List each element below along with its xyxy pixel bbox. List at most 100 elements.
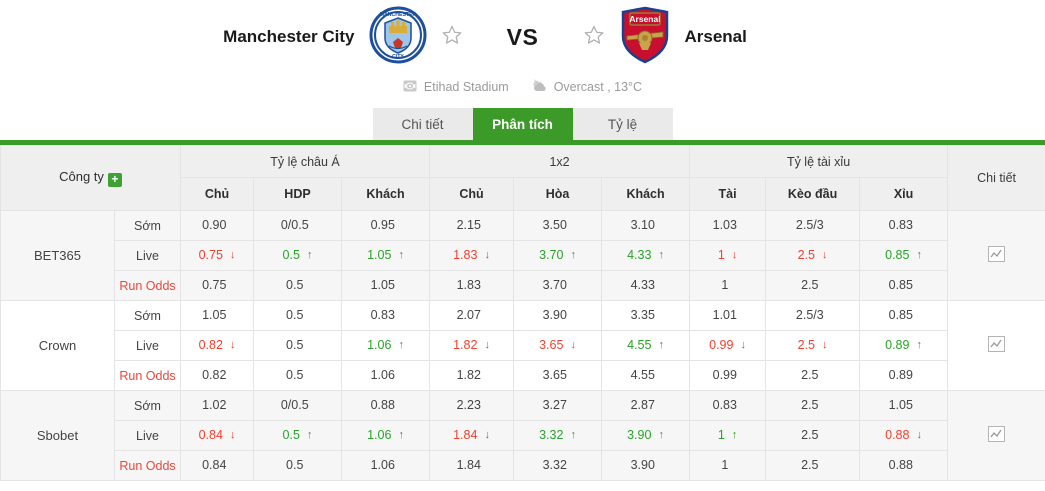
odds-cell[interactable]: 2.23↑ [429,390,515,421]
odds-cell[interactable]: 1.84↑ [429,450,515,481]
odds-cell[interactable]: 0.83↑ [689,390,767,421]
odds-cell[interactable]: 1.02↑ [180,390,254,421]
tab-chi-tiet[interactable]: Chi tiết [372,108,473,140]
odds-cell[interactable]: 0.95↑ [340,210,431,241]
odds-cell[interactable]: 1.06↑ [340,330,431,361]
odds-cell[interactable]: 1.05↑ [340,240,431,271]
odds-cell[interactable]: 0/0.5↑ [253,390,342,421]
odds-cell[interactable]: 3.27↑ [513,390,603,421]
odds-cell[interactable]: 3.70↑ [513,270,603,301]
odds-cell[interactable]: 3.35↑ [601,300,691,331]
odds-cell[interactable]: 0/0.5↑ [253,210,342,241]
odds-cell[interactable]: 0.85↑ [859,270,949,301]
odds-cell[interactable]: 2.15↑ [429,210,515,241]
odds-cell[interactable]: 2.5/3↑ [765,300,861,331]
odds-cell[interactable]: 0.75 ↓ [180,240,254,271]
detail-chart-cell[interactable] [947,390,1045,481]
odds-cell[interactable]: 0.89↑ [859,360,949,391]
bookmaker-name[interactable]: Sbobet [0,390,115,481]
odds-cell[interactable]: 3.90↑ [513,300,603,331]
line-chart-icon[interactable] [988,426,1006,442]
odds-cell[interactable]: 3.65 ↓ [513,330,603,361]
odds-cell[interactable]: 0.84 ↓ [180,420,254,451]
odds-cell[interactable]: 3.70↑ [513,240,603,271]
odds-cell[interactable]: 1.82 ↓ [429,330,515,361]
odds-cell[interactable]: 1.01↑ [689,300,767,331]
odds-cell[interactable]: 4.55↑ [601,330,691,361]
bookmaker-name[interactable]: BET365 [0,210,115,301]
odds-cell[interactable]: 2.87↑ [601,390,691,421]
odds-cell[interactable]: 0.99 ↓ [689,330,767,361]
odds-cell[interactable]: 2.5↑ [765,270,861,301]
home-favorite-star-icon[interactable] [441,24,463,51]
odds-cell[interactable]: 0.88↑ [340,390,431,421]
line-chart-icon[interactable] [988,336,1006,352]
odds-cell[interactable]: 3.32↑ [513,420,603,451]
bookmaker-name[interactable]: Crown [0,300,115,391]
odds-cell[interactable]: 2.5 ↓ [765,330,861,361]
odds-cell[interactable]: 4.33↑ [601,240,691,271]
odds-cell[interactable]: 0.99↑ [689,360,767,391]
line-chart-icon[interactable] [988,246,1006,262]
odds-cell[interactable]: 2.07↑ [429,300,515,331]
odds-cell[interactable]: 1.06↑ [340,360,431,391]
tab-ty-le[interactable]: Tỷ lệ [572,108,673,140]
odds-cell[interactable]: 2.5↑ [765,360,861,391]
odds-cell[interactable]: 1↑ [689,420,767,451]
odds-cell[interactable]: 0.88 ↓ [859,420,949,451]
away-favorite-star-icon[interactable] [583,24,605,51]
odds-cell[interactable]: 0.85↑ [859,240,949,271]
odds-cell[interactable]: 3.65↑ [513,360,603,391]
odds-cell[interactable]: 1.06↑ [340,420,431,451]
odds-cell[interactable]: 1.84 ↓ [429,420,515,451]
odds-cell[interactable]: 1↑ [689,270,767,301]
odds-cell[interactable]: 1.05↑ [859,390,949,421]
odds-cell[interactable]: 0.83↑ [340,300,431,331]
odds-cell[interactable]: 1.83↑ [429,270,515,301]
odds-cell[interactable]: 1.03↑ [689,210,767,241]
odds-cell[interactable]: 0.89↑ [859,330,949,361]
odds-cell[interactable]: 0.84↑ [180,450,254,481]
odds-value: 0.85 [888,308,913,323]
trend-up-icon: ↑ [916,339,922,351]
odds-cell[interactable]: 0.5↑ [253,420,342,451]
odds-cell[interactable]: 3.32↑ [513,450,603,481]
odds-cell[interactable]: 0.5↑ [253,450,342,481]
odds-cell[interactable]: 1.05↑ [340,270,431,301]
odds-cell[interactable]: 1.82↑ [429,360,515,391]
arsenal-crest-icon: Arsenal [619,6,671,69]
odds-cell[interactable]: 0.5↑ [253,240,342,271]
plus-badge-icon[interactable]: + [107,173,122,187]
odds-cell[interactable]: 1.06↑ [340,450,431,481]
odds-value: 1 [717,428,725,443]
odds-cell[interactable]: 2.5/3↑ [765,210,861,241]
odds-cell[interactable]: 0.5↑ [253,300,342,331]
odds-cell[interactable]: 0.82 ↓ [180,330,254,361]
odds-cell[interactable]: 2.5↑ [765,450,861,481]
odds-cell[interactable]: 0.83↑ [859,210,949,241]
odds-cell[interactable]: 0.85↑ [859,300,949,331]
odds-cell[interactable]: 2.5 ↓ [765,240,861,271]
detail-chart-cell[interactable] [947,210,1045,301]
odds-cell[interactable]: 3.90↑ [601,450,691,481]
odds-cell[interactable]: 3.50↑ [513,210,603,241]
odds-cell[interactable]: 1.05↑ [180,300,254,331]
odds-cell[interactable]: 0.88↑ [859,450,949,481]
odds-cell[interactable]: 0.82↑ [180,360,254,391]
odds-cell[interactable]: 1 ↓ [689,240,767,271]
odds-cell[interactable]: 0.5↑ [253,360,342,391]
odds-cell[interactable]: 0.75↑ [180,270,254,301]
odds-cell[interactable]: 0.90↑ [180,210,254,241]
odds-cell[interactable]: 1↑ [689,450,767,481]
odds-cell[interactable]: 0.5↑ [253,330,342,361]
odds-cell[interactable]: 4.33↑ [601,270,691,301]
odds-cell[interactable]: 0.5↑ [253,270,342,301]
detail-chart-cell[interactable] [947,300,1045,391]
odds-cell[interactable]: 2.5↑ [765,420,861,451]
tab-phan-tich[interactable]: Phân tích [472,108,573,140]
odds-cell[interactable]: 3.90↑ [601,420,691,451]
odds-cell[interactable]: 1.83 ↓ [429,240,515,271]
odds-cell[interactable]: 4.55↑ [601,360,691,391]
odds-cell[interactable]: 3.10↑ [601,210,691,241]
odds-cell[interactable]: 2.5↑ [765,390,861,421]
